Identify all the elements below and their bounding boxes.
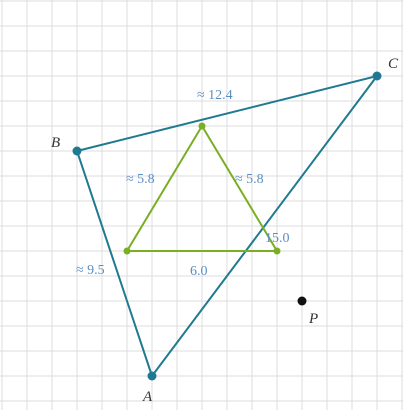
vertex-label: C [388,56,399,72]
point[interactable] [147,371,157,381]
point[interactable] [72,146,82,156]
point[interactable] [123,247,131,255]
triangle-abc [75,74,380,379]
measurement-label: ≈ 5.8 [235,172,264,187]
vertex-label: B [51,135,60,151]
vertex-label: A [142,389,153,405]
triangle-inner [125,124,279,252]
point[interactable] [372,71,382,81]
measurement-label: 15.0 [265,231,290,246]
point[interactable] [297,296,307,306]
measurement-label: ≈ 12.4 [197,88,233,103]
point[interactable] [198,122,206,130]
measurement-label: ≈ 5.8 [126,172,155,187]
measurement-label: 6.0 [190,264,208,279]
point[interactable] [273,247,281,255]
measurement-label: ≈ 9.5 [76,263,105,278]
vertex-label: P [308,311,318,327]
